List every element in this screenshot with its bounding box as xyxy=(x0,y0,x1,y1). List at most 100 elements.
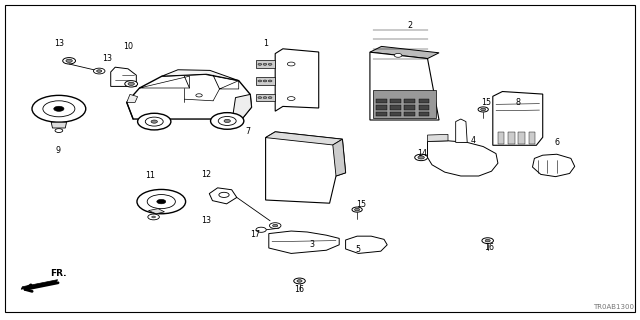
Text: 3: 3 xyxy=(310,240,315,249)
Circle shape xyxy=(211,113,244,129)
Text: 11: 11 xyxy=(145,172,156,180)
Circle shape xyxy=(152,216,156,218)
Text: FR.: FR. xyxy=(50,269,67,278)
Circle shape xyxy=(287,62,295,66)
Circle shape xyxy=(258,80,262,82)
Polygon shape xyxy=(428,134,448,141)
Polygon shape xyxy=(232,94,252,119)
Circle shape xyxy=(43,101,75,117)
Polygon shape xyxy=(333,139,346,176)
Polygon shape xyxy=(456,119,467,142)
Circle shape xyxy=(147,195,175,209)
Bar xyxy=(419,112,429,116)
Circle shape xyxy=(128,82,134,85)
Text: 7: 7 xyxy=(246,127,251,136)
Bar xyxy=(390,99,401,103)
Polygon shape xyxy=(428,141,498,176)
Circle shape xyxy=(418,156,424,159)
Bar xyxy=(390,105,401,110)
Circle shape xyxy=(268,97,272,99)
Bar xyxy=(404,112,415,116)
Circle shape xyxy=(150,215,157,219)
Text: 16: 16 xyxy=(484,243,495,252)
Circle shape xyxy=(482,238,493,244)
Circle shape xyxy=(218,116,236,125)
Polygon shape xyxy=(266,132,342,145)
Polygon shape xyxy=(370,46,439,59)
Text: 9: 9 xyxy=(55,146,60,155)
Circle shape xyxy=(219,192,229,197)
Bar xyxy=(256,94,275,101)
Polygon shape xyxy=(508,132,515,144)
Circle shape xyxy=(66,59,72,62)
Bar xyxy=(404,99,415,103)
Text: 10: 10 xyxy=(123,42,133,51)
Circle shape xyxy=(258,97,262,99)
Circle shape xyxy=(145,117,163,126)
Circle shape xyxy=(273,224,278,227)
Text: 6: 6 xyxy=(554,138,559,147)
Circle shape xyxy=(287,97,295,100)
Circle shape xyxy=(148,214,159,220)
Polygon shape xyxy=(373,90,436,118)
Circle shape xyxy=(138,113,171,130)
Circle shape xyxy=(263,97,267,99)
Circle shape xyxy=(268,63,272,65)
Text: 15: 15 xyxy=(481,98,492,107)
Text: 14: 14 xyxy=(417,149,428,158)
Text: 13: 13 xyxy=(54,39,64,48)
Circle shape xyxy=(137,189,186,214)
Bar xyxy=(376,105,387,110)
Circle shape xyxy=(93,68,105,74)
Circle shape xyxy=(394,53,402,57)
Text: 13: 13 xyxy=(201,216,211,225)
Circle shape xyxy=(63,58,76,64)
Text: 12: 12 xyxy=(201,170,211,179)
Circle shape xyxy=(263,63,267,65)
Circle shape xyxy=(263,80,267,82)
Polygon shape xyxy=(127,74,252,119)
Text: 8: 8 xyxy=(516,98,521,107)
Circle shape xyxy=(32,95,86,122)
Text: 5: 5 xyxy=(356,245,361,254)
Polygon shape xyxy=(111,67,136,86)
Polygon shape xyxy=(269,231,339,253)
Circle shape xyxy=(478,107,488,112)
Text: 1: 1 xyxy=(263,39,268,48)
Circle shape xyxy=(355,208,360,211)
Text: 4: 4 xyxy=(471,136,476,145)
Bar xyxy=(390,112,401,116)
Circle shape xyxy=(196,94,202,97)
Text: 13: 13 xyxy=(102,54,113,63)
Polygon shape xyxy=(209,188,237,204)
Polygon shape xyxy=(148,209,164,214)
Text: 16: 16 xyxy=(294,285,304,294)
Polygon shape xyxy=(370,52,439,120)
Circle shape xyxy=(256,227,266,232)
Bar xyxy=(256,77,275,85)
Polygon shape xyxy=(529,132,535,144)
Bar xyxy=(376,99,387,103)
Circle shape xyxy=(157,199,166,204)
Polygon shape xyxy=(493,92,543,145)
Circle shape xyxy=(269,223,281,228)
Text: 2: 2 xyxy=(407,21,412,30)
Circle shape xyxy=(54,106,64,111)
Circle shape xyxy=(55,129,63,132)
Polygon shape xyxy=(346,236,387,253)
Bar xyxy=(419,99,429,103)
Polygon shape xyxy=(266,132,346,203)
Bar xyxy=(419,105,429,110)
Circle shape xyxy=(258,63,262,65)
Text: TR0AB1300: TR0AB1300 xyxy=(593,304,634,310)
Polygon shape xyxy=(162,70,239,81)
Circle shape xyxy=(97,70,102,72)
Text: 17: 17 xyxy=(250,230,260,239)
Polygon shape xyxy=(127,94,138,102)
Circle shape xyxy=(352,207,362,212)
Circle shape xyxy=(151,120,157,123)
Bar xyxy=(256,60,275,68)
Circle shape xyxy=(297,280,302,282)
Bar xyxy=(404,105,415,110)
Circle shape xyxy=(481,108,486,111)
